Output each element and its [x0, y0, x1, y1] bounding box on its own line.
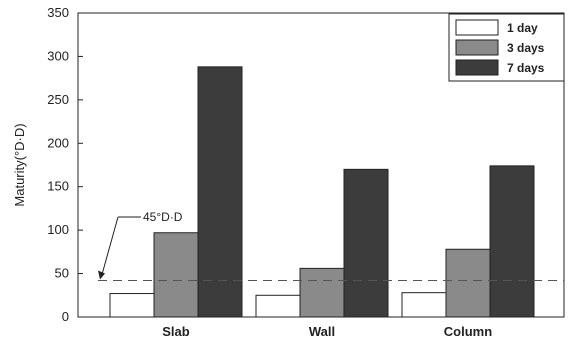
bar [445, 248, 491, 318]
x-category-label: Column [444, 324, 492, 339]
bar [489, 165, 535, 318]
y-axis-title: Maturity(°D·D) [12, 123, 27, 206]
legend-swatch [455, 19, 499, 36]
y-tick-label: 50 [55, 266, 69, 281]
reference-line-group: 45°D·D [98, 210, 564, 282]
legend-label: 7 days [507, 61, 545, 75]
bar [109, 293, 155, 318]
x-category-label: Wall [309, 324, 335, 339]
y-tick-label: 150 [47, 179, 69, 194]
x-category-label: Slab [162, 324, 190, 339]
bar [255, 294, 301, 318]
legend-swatch [455, 59, 499, 76]
y-tick-label: 250 [47, 92, 69, 107]
reference-line-label: 45°D·D [143, 210, 183, 224]
y-axis: 0 50 100 150 200 250 300 350 [47, 5, 83, 324]
annotation-arrow [101, 216, 119, 275]
bar [299, 267, 345, 318]
bars [109, 66, 535, 318]
y-tick-label: 200 [47, 135, 69, 150]
y-tick-label: 300 [47, 48, 69, 63]
bar [401, 292, 447, 318]
legend-swatch [455, 39, 499, 56]
bar [197, 66, 243, 318]
y-tick-label: 0 [62, 309, 69, 324]
legend-label: 1 day [507, 21, 538, 35]
y-tick-label: 100 [47, 222, 69, 237]
annotation-arrowhead [98, 270, 105, 280]
bar [343, 168, 389, 318]
x-axis-labels: Slab Wall Column [162, 324, 492, 339]
bar [153, 232, 199, 318]
legend-label: 3 days [507, 41, 545, 55]
y-tick-label: 350 [47, 5, 69, 20]
legend: 1 day 3 days 7 days [448, 13, 565, 82]
